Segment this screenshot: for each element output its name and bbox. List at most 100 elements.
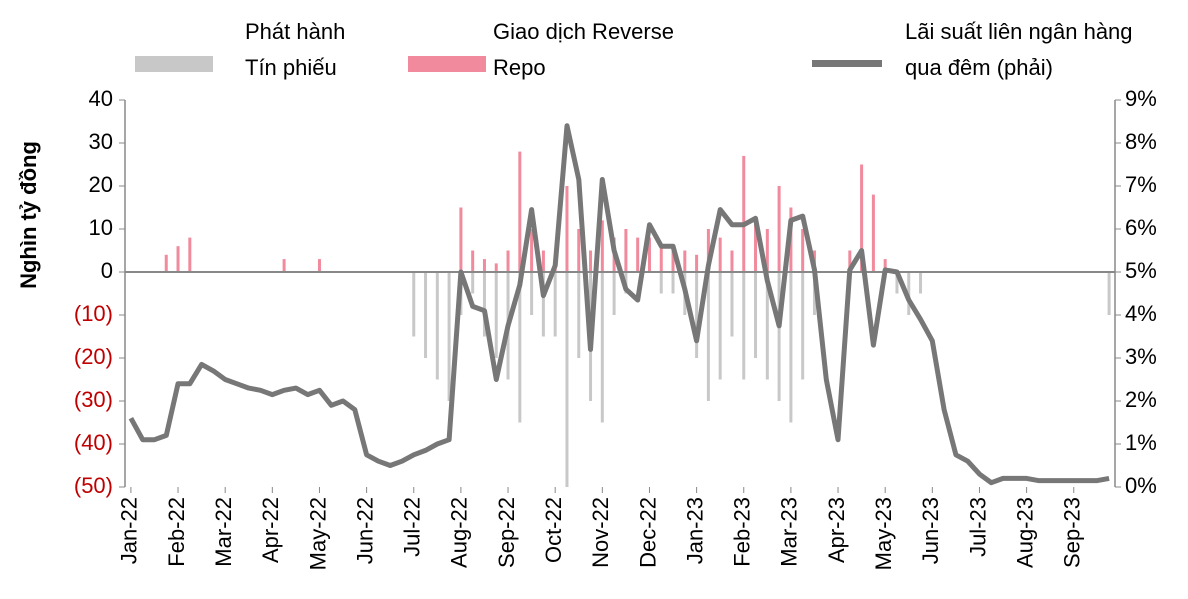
bar — [612, 272, 616, 315]
bar — [695, 254, 699, 272]
line — [128, 123, 1110, 486]
y2-tick-label: 4% — [1125, 301, 1157, 326]
bar — [871, 194, 875, 272]
bar — [471, 250, 475, 272]
bar — [541, 272, 545, 337]
bar — [176, 246, 180, 272]
bar — [718, 237, 722, 272]
x-tick-label: Jan-22 — [117, 497, 142, 564]
bar — [730, 250, 734, 272]
bar — [706, 272, 710, 401]
bar — [765, 229, 769, 272]
y2-tick-label: 5% — [1125, 258, 1157, 283]
bar — [541, 250, 545, 272]
y2-tick-label: 0% — [1125, 473, 1157, 498]
legend-label: Phát hành Tín phiếu — [245, 19, 346, 80]
x-tick-label: May-22 — [305, 497, 330, 570]
bar — [317, 259, 321, 272]
bar — [765, 272, 769, 380]
y-axis-label: Nghìn tỷ đồng — [16, 141, 41, 289]
bar — [494, 263, 498, 272]
y2-tick-label: 3% — [1125, 344, 1157, 369]
bar — [624, 229, 628, 272]
bar — [600, 272, 604, 423]
y-tick-label: 10 — [89, 215, 113, 240]
legend-label: Lãi suất liên ngân hàng qua đêm (phải) — [905, 19, 1133, 80]
x-tick-label: Feb-23 — [730, 497, 755, 567]
bar — [424, 272, 428, 358]
y2-tick-label: 8% — [1125, 129, 1157, 154]
bar — [482, 272, 486, 337]
bar — [848, 250, 852, 272]
bar — [636, 237, 640, 272]
bar — [718, 272, 722, 380]
bar — [671, 272, 675, 294]
y2-tick-label: 7% — [1125, 172, 1157, 197]
x-tick-label: Jul-23 — [965, 497, 990, 557]
bar — [695, 272, 699, 358]
x-tick-label: May-23 — [871, 497, 896, 570]
legend-swatch — [812, 60, 882, 67]
bar — [754, 272, 758, 358]
x-tick-label: Nov-22 — [588, 497, 613, 568]
x-tick-label: Dec-22 — [635, 497, 660, 568]
bar — [801, 272, 805, 380]
bar — [518, 151, 522, 272]
y-tick-label: 40 — [89, 86, 113, 111]
bar — [671, 250, 675, 272]
bar — [482, 259, 486, 272]
bar — [412, 272, 416, 337]
bar — [742, 155, 746, 272]
bar — [577, 272, 581, 358]
bar — [730, 272, 734, 337]
y-tick-label: 20 — [89, 172, 113, 197]
x-tick-label: Apr-22 — [258, 497, 283, 563]
y-tick-label: (20) — [74, 344, 113, 369]
bar — [742, 272, 746, 380]
x-tick-label: Apr-23 — [824, 497, 849, 563]
bar — [777, 186, 781, 272]
bar — [1107, 272, 1111, 315]
y2-tick-label: 9% — [1125, 86, 1157, 111]
y-tick-label: 30 — [89, 129, 113, 154]
x-tick-label: Jan-23 — [682, 497, 707, 564]
x-tick-label: Mar-23 — [777, 497, 802, 567]
bar — [812, 272, 816, 315]
bar — [471, 272, 475, 294]
bar — [518, 272, 522, 423]
x-tick-label: Oct-22 — [541, 497, 566, 563]
bar — [777, 272, 781, 401]
bar — [494, 272, 498, 358]
bar — [801, 229, 805, 272]
bar — [789, 272, 793, 423]
bar — [683, 250, 687, 272]
bar — [577, 229, 581, 272]
x-tick-label: Jul-22 — [400, 497, 425, 557]
x-tick-label: Aug-23 — [1012, 497, 1037, 568]
y2-tick-label: 1% — [1125, 430, 1157, 455]
bar — [506, 250, 510, 272]
bar — [565, 186, 569, 272]
bar — [883, 259, 887, 272]
x-tick-label: Feb-22 — [164, 497, 189, 567]
bar — [659, 246, 663, 272]
x-tick-label: Sep-22 — [494, 497, 519, 568]
bar — [895, 272, 899, 294]
bar — [282, 259, 286, 272]
legend-swatch — [135, 56, 213, 72]
legend-swatch — [408, 56, 486, 72]
y-tick-label: (40) — [74, 430, 113, 455]
legend-label: Giao dịch Reverse Repo — [493, 19, 674, 80]
y-tick-label: (30) — [74, 387, 113, 412]
bar — [659, 272, 663, 294]
y-tick-label: 0 — [101, 258, 113, 283]
bar — [435, 272, 439, 380]
y-tick-label: (50) — [74, 473, 113, 498]
x-tick-label: Sep-23 — [1060, 497, 1085, 568]
bar — [600, 220, 604, 272]
x-tick-label: Jun-22 — [352, 497, 377, 564]
bar — [754, 220, 758, 272]
x-tick-label: Aug-22 — [447, 497, 472, 568]
bar — [459, 207, 463, 272]
